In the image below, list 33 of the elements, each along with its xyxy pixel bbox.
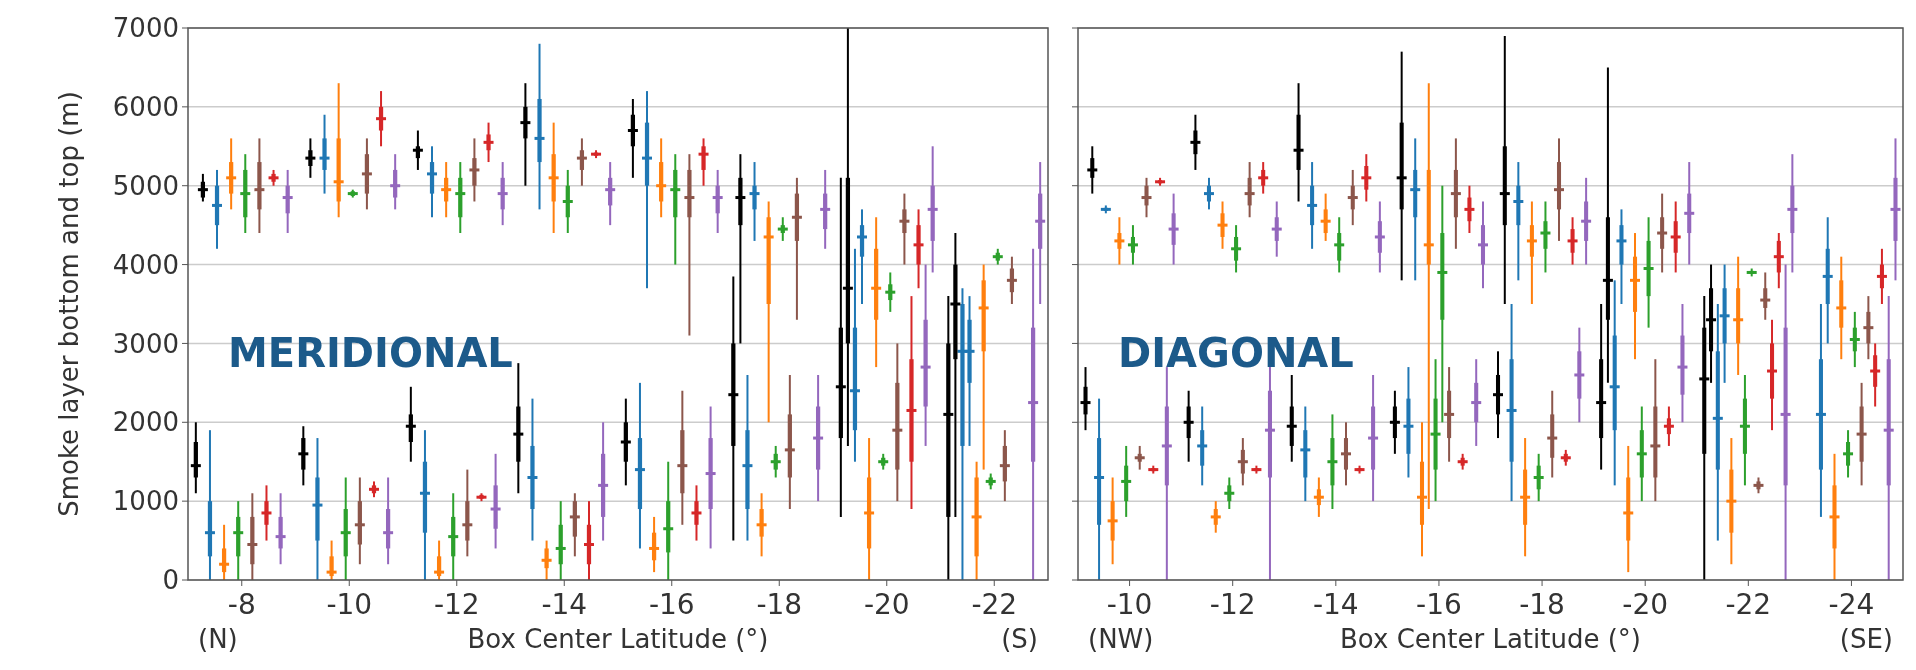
x-tick-label: -20 <box>1622 588 1669 621</box>
text: (NW) <box>1088 624 1154 654</box>
x-tick-label: -22 <box>971 588 1018 621</box>
x-tick-label: -8 <box>227 588 256 621</box>
x-tick-label: -20 <box>863 588 910 621</box>
y-tick-label: 6000 <box>112 91 179 122</box>
x-tick-label: -16 <box>1416 588 1462 621</box>
text: (S) <box>1001 624 1038 654</box>
x-axis-title: Box Center Latitude (°) <box>1340 624 1641 654</box>
y-tick-label: 5000 <box>112 170 179 201</box>
x-tick-label: -10 <box>1106 588 1153 621</box>
y-tick-label: 1000 <box>112 486 179 517</box>
text: (SE) <box>1839 624 1893 654</box>
x-tick-label: -10 <box>326 588 373 621</box>
x-tick-label: -14 <box>1312 588 1359 621</box>
x-tick-label: -12 <box>433 588 480 621</box>
y-tick-label: 0 <box>162 565 179 596</box>
x-tick-label: -22 <box>1725 588 1772 621</box>
y-tick-label: 7000 <box>112 13 179 44</box>
x-tick-label: -12 <box>1209 588 1256 621</box>
x-tick-label: -24 <box>1828 588 1875 621</box>
x-axis-title: Box Center Latitude (°) <box>467 624 769 654</box>
x-tick-label: -18 <box>756 588 803 621</box>
annotation: DIAGONAL <box>1118 330 1354 377</box>
y-tick-label: 2000 <box>112 407 179 438</box>
text: (N) <box>198 624 238 654</box>
y-tick-label: 4000 <box>112 249 179 280</box>
annotation: MERIDIONAL <box>228 330 513 377</box>
y-axis-title: Smoke layer bottom and top (m) <box>54 91 84 517</box>
x-tick-label: -14 <box>541 588 588 621</box>
x-tick-label: -18 <box>1519 588 1565 621</box>
x-tick-label: -16 <box>648 588 695 621</box>
y-tick-label: 3000 <box>112 328 179 359</box>
